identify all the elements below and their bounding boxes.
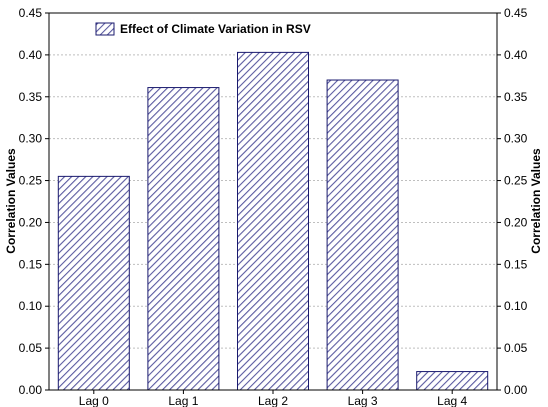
y-axis-left-title: Correlation Values: [4, 148, 18, 254]
y-tick-label: 0.25: [19, 174, 43, 188]
y-tick-label: 0.45: [504, 6, 528, 20]
y-tick-label: 0.40: [19, 48, 43, 62]
y-tick-label: 0.45: [19, 6, 43, 20]
y-tick-label: 0.30: [504, 132, 528, 146]
y-tick-label: 0.40: [504, 48, 528, 62]
y-tick-label: 0.20: [19, 215, 43, 229]
x-tick-label: Lag 4: [437, 394, 467, 407]
y-tick-label: 0.35: [19, 90, 43, 104]
legend-swatch: [95, 22, 115, 36]
y-axis-right-ticks: 0.00 0.05 0.10 0.15 0.20 0.25 0.30 0.35 0.40 0.45: [497, 6, 528, 397]
y-tick-label: 0.10: [19, 299, 43, 313]
x-axis-ticks: Lag 0 Lag 1 Lag 2 Lag 3 Lag 4: [79, 390, 468, 407]
y-tick-label: 0.05: [504, 341, 528, 355]
bar-lag-4: [416, 371, 489, 391]
bars-group: [57, 51, 489, 391]
legend: Effect of Climate Variation in RSV: [95, 22, 311, 36]
y-tick-label: 0.15: [19, 257, 43, 271]
y-axis-left-ticks: 0.00 0.05 0.10 0.15 0.20 0.25 0.30 0.35 0.40 0.45: [19, 6, 49, 397]
x-tick-label: Lag 3: [348, 394, 378, 407]
y-tick-label: 0.30: [19, 132, 43, 146]
legend-label: Effect of Climate Variation in RSV: [120, 22, 311, 36]
y-axis-right-title: Correlation Values: [529, 148, 543, 254]
y-tick-label: 0.15: [504, 257, 528, 271]
y-tick-label: 0.05: [19, 341, 43, 355]
bar-lag-3: [326, 79, 399, 391]
y-tick-label: 0.10: [504, 299, 528, 313]
bar-lag-2: [237, 51, 309, 391]
x-tick-label: Lag 1: [168, 394, 198, 407]
bar-lag-1: [147, 87, 220, 391]
bar-lag-0: [57, 175, 130, 391]
y-tick-label: 0.35: [504, 90, 528, 104]
y-tick-label: 0.00: [504, 383, 528, 397]
x-tick-label: Lag 2: [258, 394, 288, 407]
y-tick-label: 0.00: [19, 383, 43, 397]
x-tick-label: Lag 0: [79, 394, 109, 407]
y-tick-label: 0.25: [504, 174, 528, 188]
y-tick-label: 0.20: [504, 215, 528, 229]
